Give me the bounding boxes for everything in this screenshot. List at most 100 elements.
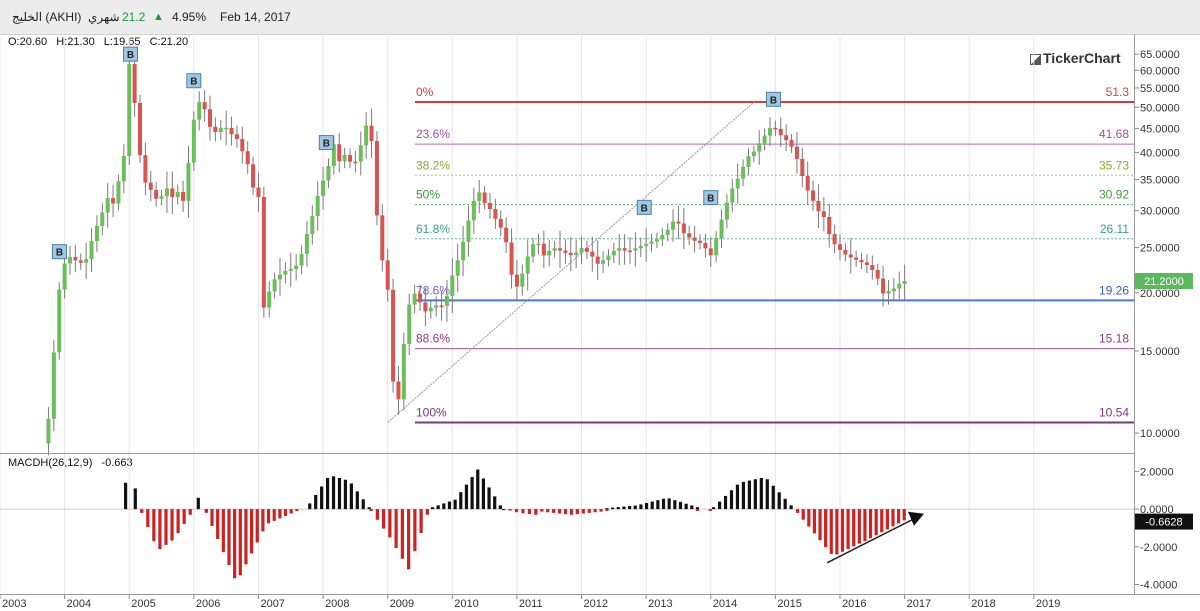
macd-bar-positive — [320, 486, 324, 510]
buy-marker-box — [765, 91, 781, 107]
macd-bar-positive — [498, 505, 502, 510]
candle-down — [827, 216, 832, 235]
candle-up — [665, 229, 670, 235]
y-tick-label: 20.0000 — [1140, 288, 1180, 300]
candle-up — [886, 291, 891, 294]
macd-bar-negative — [289, 509, 293, 514]
macd-bar-negative — [840, 509, 845, 552]
macd-bar-positive — [759, 477, 763, 510]
y-tick-label: 25.0000 — [1140, 243, 1180, 255]
candle-down — [132, 64, 137, 103]
macd-bar-positive — [633, 505, 637, 510]
candle-up — [62, 263, 67, 290]
macd-bar-positive — [481, 478, 486, 510]
last-price: 21.2 — [122, 10, 146, 24]
macd-y-tick-label: 2.0000 — [1140, 466, 1174, 478]
macd-bar-negative — [182, 509, 186, 524]
macd-bar-positive — [447, 501, 452, 510]
candle-down — [391, 289, 396, 382]
candle-up — [434, 305, 439, 308]
candle-up — [94, 225, 99, 242]
candle-up — [315, 195, 320, 217]
candle-down — [369, 125, 374, 142]
candle-down — [881, 278, 886, 294]
symbol-name[interactable]: الخليج (AKHI) — [12, 10, 82, 24]
macd-bar-positive — [723, 495, 728, 510]
candle-down — [73, 256, 78, 261]
macd-bar-positive — [667, 498, 671, 510]
macd-y-tick-label: -4.0000 — [1140, 579, 1177, 591]
candle-up — [757, 143, 762, 152]
candle-down — [353, 161, 358, 164]
fib-value-label: 41.68 — [1099, 127, 1129, 141]
candle-down — [773, 127, 778, 130]
candle-down — [234, 134, 239, 140]
macd-bar-negative — [902, 509, 906, 521]
candle-down — [498, 218, 503, 228]
grid-layer: 2003 2004 2005 2006 2007 2008 2009 2010 2011 2012… — [0, 36, 1060, 610]
macd-bar-negative — [857, 509, 861, 544]
candle-up — [455, 260, 460, 276]
y-tick-label: 50.0000 — [1140, 102, 1180, 114]
candle-up — [762, 135, 767, 144]
candle-up — [304, 234, 309, 254]
fib-percent-label: 23.6% — [416, 127, 450, 141]
x-tick-label: 2009 — [390, 598, 414, 610]
candle-down — [423, 302, 428, 312]
macd-bar-negative — [278, 509, 282, 519]
macd-bar-negative — [605, 509, 609, 511]
macd-bar-negative — [272, 509, 276, 521]
candle-down — [245, 151, 250, 165]
candle-up — [531, 244, 536, 257]
macd-bar-positive — [771, 485, 775, 510]
fib-percent-label: 88.6% — [416, 332, 450, 346]
macd-bar-negative — [587, 509, 591, 513]
y-tick-label: 10.0000 — [1140, 428, 1180, 440]
x-tick-label: 2003 — [2, 598, 26, 610]
candle-down — [504, 227, 509, 243]
candle-up — [342, 155, 347, 162]
macd-bar-negative — [885, 509, 889, 530]
pane-separator[interactable] — [0, 453, 1134, 454]
macd-bar-negative — [283, 509, 288, 516]
candle-down — [800, 158, 805, 176]
candle-down — [784, 135, 789, 141]
candle-up — [299, 253, 304, 266]
macd-bar-positive — [753, 479, 757, 510]
x-tick-label: 2010 — [454, 598, 478, 610]
macd-bar-positive — [349, 483, 353, 510]
candle-down — [396, 381, 401, 400]
macd-bar-negative — [527, 509, 532, 514]
candle-down — [418, 293, 422, 303]
last-price-box-label: 21.2000 — [1144, 276, 1184, 288]
up-arrow-icon: ▲ — [153, 11, 164, 23]
macd-bar-negative — [164, 509, 168, 545]
fib-value-label: 51.3 — [1106, 85, 1130, 99]
candle-up — [450, 275, 455, 296]
candle-up — [891, 288, 896, 292]
divergence-arrow-head — [908, 511, 924, 526]
macd-bar-positive — [678, 501, 683, 510]
candle-up — [89, 241, 94, 260]
fib-value-label: 10.54 — [1099, 405, 1129, 419]
macd-bar-positive — [639, 504, 643, 510]
candle-down — [493, 209, 498, 219]
candle-up — [735, 178, 740, 189]
candle-down — [838, 244, 842, 250]
candle-up — [218, 127, 223, 133]
candle-up — [51, 352, 56, 419]
candle-up — [267, 291, 272, 308]
macd-bar-positive — [308, 503, 312, 510]
candle-up — [644, 243, 649, 247]
macd-bar-negative — [140, 509, 144, 513]
macd-bar-negative — [695, 509, 700, 511]
macd-bar-negative — [266, 509, 271, 524]
period-label[interactable]: شهري — [88, 10, 120, 24]
y-tick-label: 35.0000 — [1140, 174, 1180, 186]
candle-up — [730, 188, 735, 203]
candle-up — [520, 273, 525, 287]
y-tick-label: 55.0000 — [1140, 83, 1180, 95]
candle-down — [213, 126, 218, 133]
candle-down — [148, 182, 153, 190]
